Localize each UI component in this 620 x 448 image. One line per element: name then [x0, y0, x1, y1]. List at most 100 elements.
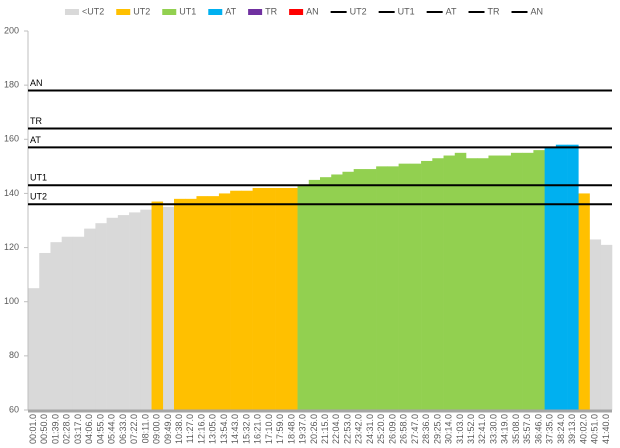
x-tick-label: 32:41.0 — [477, 414, 487, 444]
x-tick-label: 15:32.0 — [241, 414, 251, 444]
x-tick-label: 02:28.0 — [62, 414, 72, 444]
x-tick-label: 06:33.0 — [118, 414, 128, 444]
bar — [387, 166, 399, 410]
x-tick-label: 12:16.0 — [196, 414, 206, 444]
bar — [466, 158, 478, 410]
x-tick-label: 26:58.0 — [399, 414, 409, 444]
x-tick-label: 39:13.0 — [567, 414, 577, 444]
x-tick-label: 24:31.0 — [365, 414, 375, 444]
bar — [331, 174, 343, 410]
x-tick-label: 09:00.0 — [152, 414, 162, 444]
bar — [454, 152, 467, 411]
x-tick-label: 08:11.0 — [140, 414, 150, 443]
bar — [510, 152, 523, 411]
x-tick-label: 31:52.0 — [466, 414, 476, 444]
x-tick-label: 34:19.0 — [500, 414, 510, 444]
legend-swatch — [162, 9, 177, 15]
x-tick-label: 29:25.0 — [432, 414, 442, 444]
legend: <UT2 UT2 UT1 AT TR AN UT2 UT1 AT TR AN — [64, 6, 543, 16]
bar — [230, 190, 242, 410]
bar — [174, 198, 186, 410]
legend-label: UT2 — [350, 6, 367, 16]
x-tick-label: 31:03.0 — [455, 414, 465, 444]
bar — [275, 188, 287, 410]
x-tick-label: 40:51.0 — [590, 414, 600, 444]
x-tick-label: 17:10.0 — [264, 414, 274, 444]
x-tick-label: 18:48.0 — [286, 414, 296, 444]
bar — [398, 163, 411, 410]
x-tick-label: 07:22.0 — [129, 414, 139, 444]
legend-label: AT — [225, 6, 236, 16]
reference-label: UT2 — [30, 192, 47, 202]
legend-swatch — [64, 9, 79, 15]
bar — [61, 236, 74, 410]
x-tick-label: 19:37.0 — [298, 414, 308, 444]
bar — [589, 239, 602, 410]
x-tick-label: 04:06.0 — [84, 414, 94, 444]
reference-label: UT1 — [30, 173, 47, 183]
legend-swatch — [289, 9, 304, 15]
x-tick-label: 09:49.0 — [163, 414, 173, 444]
x-tick-label: 40:02.0 — [578, 414, 588, 444]
bar — [297, 185, 310, 410]
bar — [252, 188, 265, 410]
bar — [140, 209, 152, 410]
bar — [196, 196, 208, 410]
bar — [263, 188, 276, 410]
legend-swatch — [248, 9, 263, 15]
bar — [409, 163, 422, 410]
reference-label: TR — [30, 116, 42, 126]
x-tick-label: 25:20.0 — [376, 414, 386, 444]
bar — [95, 223, 107, 410]
bar — [544, 147, 557, 410]
x-tick-label: 01:39.0 — [50, 414, 60, 444]
x-tick-label: 35:57.0 — [522, 414, 532, 444]
x-tick-label: 41:40.0 — [601, 414, 611, 444]
x-tick-label: 20:26.0 — [309, 414, 319, 444]
x-tick-label: 14:43.0 — [230, 414, 240, 444]
bar — [421, 160, 433, 410]
x-tick-label: 37:35.0 — [545, 414, 555, 444]
y-tick-label: 80 — [9, 350, 19, 360]
bar — [241, 190, 253, 410]
legend-label: TR — [265, 6, 277, 16]
x-tick-label: 13:54.0 — [219, 414, 229, 444]
legend-swatch — [208, 9, 223, 15]
bar — [28, 288, 40, 410]
bar — [84, 228, 96, 410]
bar — [353, 169, 366, 410]
x-tick-label: 17:59.0 — [275, 414, 285, 444]
bar — [376, 166, 388, 410]
x-tick-label: 26:09.0 — [387, 414, 397, 444]
bar — [72, 236, 85, 410]
legend-label: AT — [446, 6, 457, 16]
x-tick-label: 27:47.0 — [410, 414, 420, 444]
bar — [162, 206, 175, 410]
x-tick-label: 00:01.0 — [28, 414, 38, 444]
bar — [578, 193, 590, 410]
y-tick-label: 200 — [4, 25, 19, 35]
x-tick-label: 11:27.0 — [185, 414, 195, 443]
bar — [185, 198, 197, 410]
legend-swatch — [116, 9, 131, 15]
bar — [151, 201, 164, 410]
bar — [50, 242, 62, 410]
bar — [499, 155, 512, 410]
x-tick-label: 22:53.0 — [342, 414, 352, 444]
bar — [218, 193, 231, 410]
bar — [308, 179, 321, 410]
x-tick-label: 38:24.0 — [556, 414, 566, 444]
y-tick-label: 160 — [4, 134, 19, 144]
reference-label: AT — [30, 135, 41, 145]
bar — [522, 152, 534, 411]
x-tick-label: 16:21.0 — [253, 414, 263, 444]
x-tick-label: 36:46.0 — [533, 414, 543, 444]
y-tick-label: 140 — [4, 188, 19, 198]
bar — [533, 150, 545, 410]
x-tick-label: 35:08.0 — [511, 414, 521, 444]
legend-label: UT1 — [398, 6, 415, 16]
x-tick-label: 10:38.0 — [174, 414, 184, 444]
bar — [39, 252, 51, 410]
x-tick-label: 13:05.0 — [208, 414, 218, 444]
